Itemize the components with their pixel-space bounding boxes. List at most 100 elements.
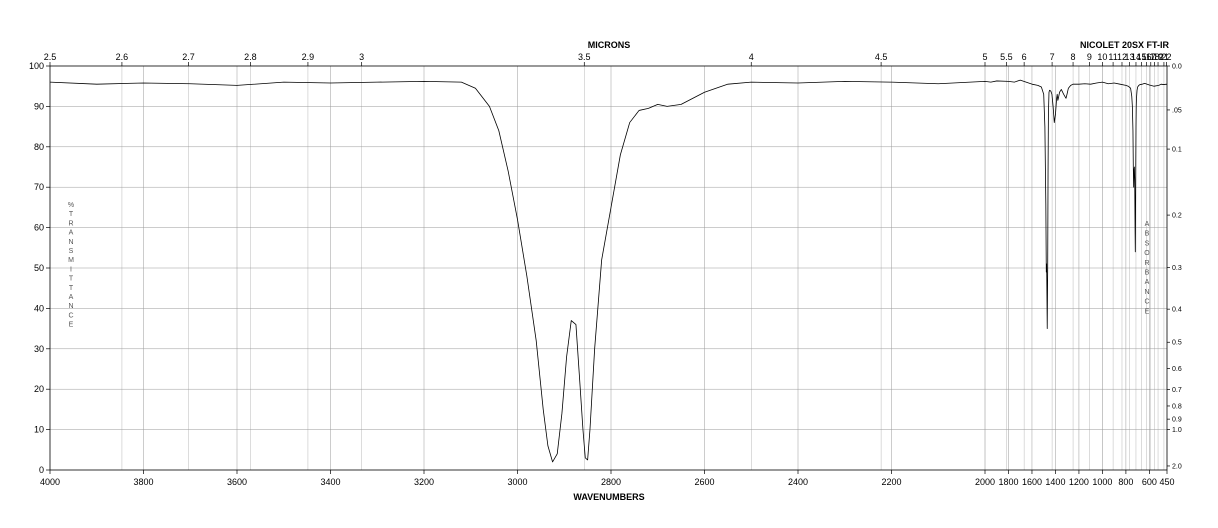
x-tick-label: 3800: [133, 477, 153, 487]
x-tick-label: 2000: [975, 477, 995, 487]
micron-tick-label: 4: [749, 52, 754, 62]
micron-tick-label: 2.6: [116, 52, 129, 62]
instrument-label: NICOLET 20SX FT-IR: [1080, 40, 1170, 50]
absorbance-tick-label: 0.9: [1172, 417, 1182, 424]
vertical-label-char: N: [1144, 289, 1149, 296]
vertical-label-char: N: [68, 239, 73, 246]
absorbance-tick-label: 2.0: [1172, 463, 1182, 470]
y-tick-label: 80: [34, 142, 44, 152]
vertical-label-char: T: [69, 276, 74, 283]
vertical-label-char: E: [1145, 308, 1150, 315]
x-tick-label: 3000: [507, 477, 527, 487]
x-tick-label: 1600: [1022, 477, 1042, 487]
absorbance-tick-label: 1.0: [1172, 427, 1182, 434]
vertical-label-char: R: [68, 220, 73, 227]
x-axis-title: WAVENUMBERS: [573, 492, 644, 502]
micron-tick-label: 18: [1150, 52, 1160, 62]
micron-tick-label: 5: [982, 52, 987, 62]
vertical-label-char: A: [69, 294, 74, 301]
y-tick-label: 50: [34, 263, 44, 273]
absorbance-tick-label: 0.4: [1172, 307, 1182, 314]
vertical-label-char: M: [68, 257, 74, 264]
micron-tick-label: 11: [1108, 52, 1117, 62]
absorbance-tick-label: 0.3: [1172, 265, 1182, 272]
vertical-label-char: I: [70, 266, 72, 273]
x-tick-label: 2200: [881, 477, 901, 487]
microns-axis-title: MICRONS: [588, 40, 631, 50]
absorbance-tick-label: 0.1: [1172, 147, 1182, 154]
x-tick-label: 2600: [694, 477, 714, 487]
micron-tick-label: 2.5: [44, 52, 57, 62]
absorbance-tick-label: 0.5: [1172, 340, 1182, 347]
micron-tick-label: 8: [1071, 52, 1076, 62]
vertical-label-char: T: [69, 285, 74, 292]
absorbance-tick-label: 0.7: [1172, 387, 1182, 394]
vertical-label-char: %: [68, 202, 74, 209]
micron-tick-label: 2.9: [302, 52, 315, 62]
micron-tick-label: 9: [1087, 52, 1092, 62]
y-tick-label: 60: [34, 223, 44, 233]
y-tick-label: 0: [39, 465, 44, 475]
vertical-label-char: N: [68, 303, 73, 310]
vertical-label-char: C: [1144, 299, 1149, 306]
spectrum-line: [49, 79, 1168, 463]
micron-tick-label: 14: [1131, 52, 1141, 62]
vertical-label-char: S: [69, 248, 74, 255]
x-tick-label: 1800: [998, 477, 1018, 487]
vertical-label-char: A: [1145, 279, 1150, 286]
micron-tick-label: 2.8: [244, 52, 257, 62]
vertical-label-char: B: [1145, 231, 1150, 238]
micron-tick-label: 6: [1022, 52, 1027, 62]
y-tick-label: 20: [34, 384, 44, 394]
series-group: [49, 79, 1168, 463]
y-tick-label: 90: [34, 101, 44, 111]
absorbance-tick-label: 0.8: [1172, 403, 1182, 410]
x-tick-label: 2400: [788, 477, 808, 487]
micron-tick-label: 19: [1153, 52, 1163, 62]
x-tick-label: 4000: [40, 477, 60, 487]
x-tick-label: 3400: [320, 477, 340, 487]
vertical-label-char: B: [1145, 270, 1150, 277]
micron-tick-label: 15: [1137, 52, 1147, 62]
micron-tick-label: 13: [1125, 52, 1135, 62]
vertical-label-char: A: [1145, 221, 1150, 228]
micron-tick-label: 16: [1141, 52, 1151, 62]
y-tick-label: 100: [29, 61, 44, 71]
x-tick-label: 3600: [227, 477, 247, 487]
absorbance-tick-label: 0.2: [1172, 213, 1182, 220]
absorbance-tick-label: .05: [1172, 107, 1182, 114]
micron-ticks: 2.5 2.6 2.7 2.8 2.9 3 3.5 4 4.5 5 5.5 6 7 8 9 10 11 12131…: [44, 52, 1171, 66]
y-tick-label: 30: [34, 344, 44, 354]
y-tick-label: 70: [34, 182, 44, 192]
absorbance-ticks: 0.0 .05 0.1 0.2 0.3 0.4 0.5 0.6 0.7 0.8 0.9 1.0 2.0: [1167, 64, 1182, 470]
micron-tick-label: 12: [1117, 52, 1127, 62]
micron-tick-label: 2.7: [182, 52, 195, 62]
micron-tick-label: 22: [1161, 52, 1171, 62]
y-tick-label: 40: [34, 303, 44, 313]
micron-tick-label: 7: [1050, 52, 1055, 62]
x-tick-label: 1000: [1092, 477, 1112, 487]
x-tick-label: 800: [1118, 477, 1133, 487]
micron-tick-label: 4.5: [875, 52, 888, 62]
micron-tick-label: 10: [1097, 52, 1107, 62]
micron-tick-label: 21: [1159, 52, 1169, 62]
micron-tick-label: 17: [1146, 52, 1156, 62]
absorbance-tick-label: 0.0: [1172, 64, 1182, 71]
vertical-label-char: O: [1144, 250, 1150, 257]
absorbance-tick-label: 0.6: [1172, 366, 1182, 373]
vertical-label-char: C: [68, 312, 73, 319]
vertical-label-char: R: [1144, 260, 1149, 267]
x-tick-label: 3200: [414, 477, 434, 487]
vertical-label-char: E: [69, 322, 74, 329]
wavenumber-ticks: 4000 3800 3600 3400 3200 3000 2800 2600 2400 2200…: [40, 470, 1175, 487]
micron-tick-label: 3: [359, 52, 364, 62]
micron-tick-label: 5.5: [1000, 52, 1013, 62]
transmittance-ticks: 0 10 20 30 40 50 60 70 80 90 100: [29, 61, 50, 475]
x-tick-label: 1400: [1045, 477, 1065, 487]
y-tick-label: 10: [34, 425, 44, 435]
x-tick-label: 2800: [601, 477, 621, 487]
vertical-label-char: T: [69, 211, 74, 218]
